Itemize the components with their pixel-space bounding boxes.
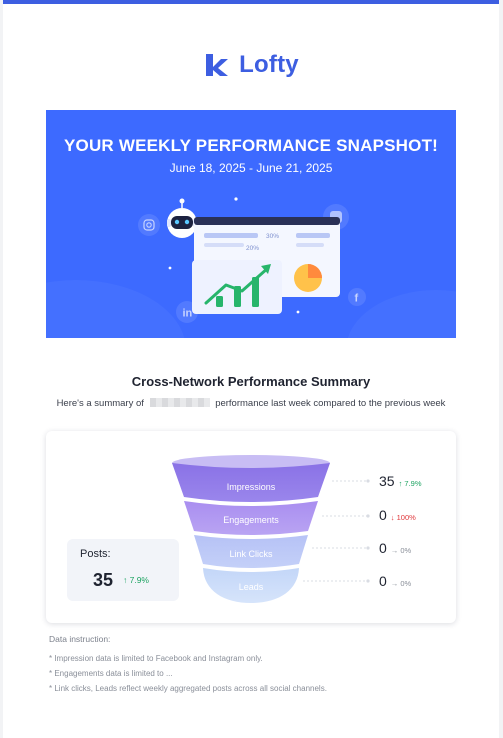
- funnel-stage-engagements: [184, 501, 318, 535]
- funnel-label-link-clicks: Link Clicks: [229, 549, 273, 559]
- metric-engagements: 0 ↓ 100%: [379, 507, 416, 523]
- metric-change: → 0%: [390, 546, 412, 555]
- summary-subtitle-before: Here's a summary of: [56, 398, 144, 409]
- metric-value: 35: [379, 473, 395, 489]
- svg-text:f: f: [355, 293, 359, 305]
- summary-subtitle: Here's a summary of performance last wee…: [3, 398, 499, 409]
- funnel-label-impressions: Impressions: [227, 482, 276, 492]
- posts-change: ↑ 7.9%: [123, 575, 149, 585]
- instagram-icon: [138, 214, 160, 236]
- metric-change: → 0%: [390, 579, 412, 588]
- metric-value: 0: [379, 507, 387, 523]
- metric-leads: 0 → 0%: [379, 573, 411, 589]
- data-instruction-title: Data instruction:: [49, 634, 111, 644]
- data-instruction-item: * Engagements data is limited to ...: [49, 669, 173, 678]
- funnel-label-engagements: Engagements: [223, 515, 279, 525]
- redacted-name: [149, 398, 210, 407]
- data-instruction-item: * Link clicks, Leads reflect weekly aggr…: [49, 684, 327, 693]
- metric-change: ↑ 7.9%: [398, 479, 422, 488]
- brand-name: Lofty: [239, 51, 299, 78]
- funnel-label-leads: Leads: [239, 582, 264, 592]
- robot-icon: [167, 198, 197, 238]
- banner-illustration: in f: [46, 197, 456, 338]
- hero-banner: in f: [46, 110, 456, 338]
- posts-value: 35: [93, 570, 114, 590]
- banner-date-range: June 18, 2025 - June 21, 2025: [169, 161, 333, 175]
- banner-title: YOUR WEEKLY PERFORMANCE SNAPSHOT!: [63, 136, 439, 155]
- metric-value: 0: [379, 573, 387, 589]
- posts-summary: Posts: 35 ↑ 7.9%: [67, 539, 179, 601]
- funnel-stage-impressions: [172, 463, 330, 502]
- email-body: Lofty in: [3, 0, 499, 738]
- metric-change: ↓ 100%: [390, 513, 416, 522]
- dashboard-label-a: 30%: [266, 233, 279, 240]
- metric-value: 0: [379, 540, 387, 556]
- facebook-icon: f: [348, 288, 366, 306]
- lofty-logo-icon: [206, 54, 229, 76]
- funnel-stage-link-clicks: [194, 535, 308, 568]
- chart-icon: [192, 260, 282, 314]
- dashboard-label-b: 20%: [246, 245, 259, 252]
- performance-card: Impressions Engagements Link Clicks Lead…: [46, 431, 456, 623]
- brand-logo: Lofty: [3, 48, 499, 82]
- svg-text:in: in: [183, 308, 193, 320]
- summary-title: Cross-Network Performance Summary: [131, 374, 371, 389]
- summary-subtitle-after: performance last week compared to the pr…: [215, 398, 446, 409]
- metric-link-clicks: 0 → 0%: [379, 540, 411, 556]
- funnel-stage-leads: [203, 568, 299, 603]
- posts-label: Posts:: [80, 548, 111, 560]
- metric-impressions: 35 ↑ 7.9%: [379, 473, 422, 489]
- funnel-chart: Impressions Engagements Link Clicks Lead…: [172, 455, 370, 603]
- pie-chart-icon: [294, 264, 322, 292]
- data-instruction-item: * Impression data is limited to Facebook…: [49, 654, 263, 663]
